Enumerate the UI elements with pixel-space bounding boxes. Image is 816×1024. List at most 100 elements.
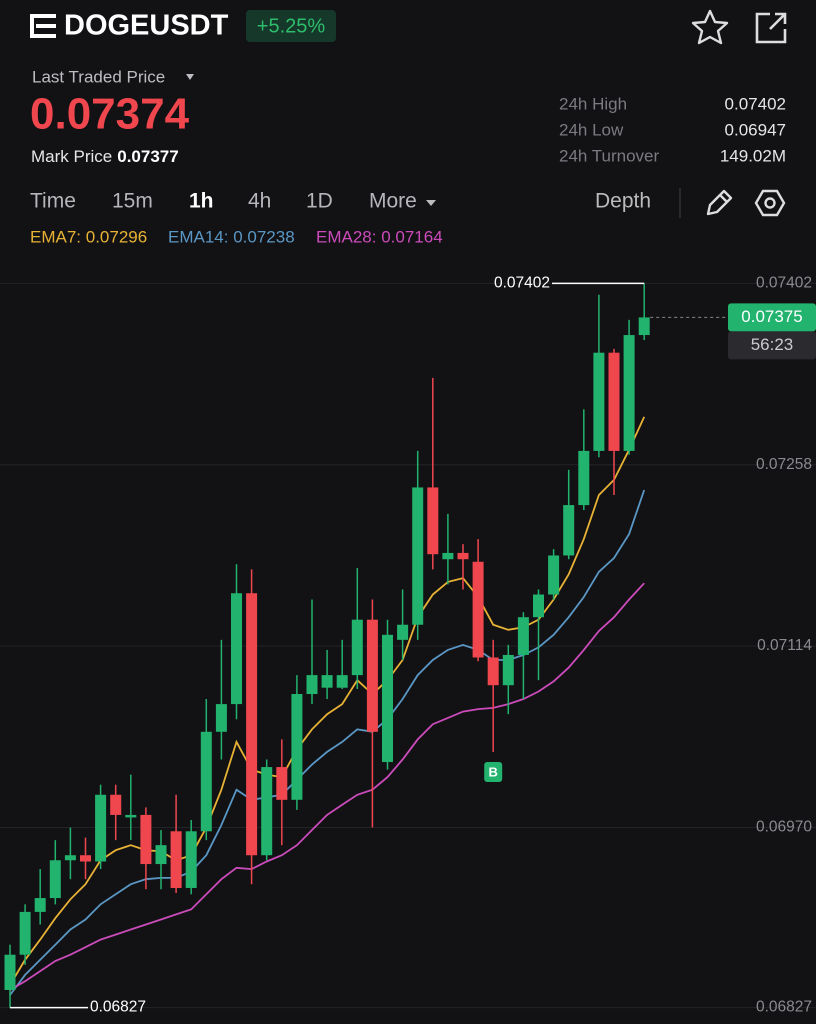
candle-body bbox=[291, 694, 303, 800]
mark-price-label: Mark Price bbox=[31, 147, 112, 166]
candle-body bbox=[200, 731, 212, 832]
interval-tab[interactable]: More bbox=[369, 190, 417, 213]
chart: 0.06827 0.06970 0.07114 0.07258 0.07402 0.074… bbox=[0, 275, 816, 1016]
mark-price-line: Mark Price 0.07377 bbox=[31, 147, 179, 166]
candle-body bbox=[170, 831, 182, 888]
candle-body bbox=[517, 617, 529, 655]
candle-body bbox=[427, 487, 439, 555]
interval-tab[interactable]: 1D bbox=[306, 190, 333, 213]
stat-value: 149.02M bbox=[720, 146, 786, 165]
stat-label: 24h Turnover bbox=[559, 146, 660, 165]
menu-logo[interactable] bbox=[30, 14, 56, 38]
candle-body bbox=[125, 814, 137, 818]
candle-body bbox=[261, 767, 273, 856]
ema-line bbox=[9, 582, 645, 991]
candle-body bbox=[563, 505, 575, 556]
candle-body bbox=[593, 352, 605, 451]
candle-body bbox=[548, 555, 560, 595]
candle-body bbox=[19, 911, 31, 955]
y-tick-label: 0.07114 bbox=[757, 637, 812, 654]
candle-body bbox=[95, 794, 107, 862]
interval-tab[interactable]: 4h bbox=[248, 190, 271, 213]
candle-body bbox=[502, 654, 514, 686]
candle-body bbox=[34, 898, 46, 912]
indicator-legend: EMA7: 0.07296 EMA14: 0.07238 EMA28: 0.0716… bbox=[30, 227, 443, 246]
price-label[interactable]: Last Traded Price bbox=[32, 67, 165, 86]
favorite-icon[interactable] bbox=[691, 9, 729, 45]
candle-body bbox=[397, 624, 409, 640]
share-arrow bbox=[769, 12, 787, 30]
interval-tabs: Time 15m 1h 4h 1D More bbox=[30, 190, 417, 213]
candle-body bbox=[215, 704, 227, 732]
last-price: 0.07374 bbox=[30, 90, 190, 139]
stats: 24h High 0.07402 24h Low 0.06947 24h Turnove… bbox=[559, 94, 786, 165]
candle-body bbox=[140, 814, 152, 865]
candle-body bbox=[306, 675, 318, 695]
candle-body bbox=[4, 954, 16, 990]
candle-body bbox=[246, 593, 258, 856]
candle-body bbox=[321, 675, 333, 688]
y-tick-label: 0.07258 bbox=[756, 456, 812, 473]
interval-tab[interactable]: 15m bbox=[112, 190, 153, 213]
logo-bar bbox=[30, 14, 34, 38]
logo-bar bbox=[36, 24, 56, 28]
min-price-label: 0.06827 bbox=[90, 999, 146, 1016]
y-tick-label: 0.06827 bbox=[756, 999, 812, 1016]
candle-body bbox=[487, 657, 499, 686]
candle-body bbox=[49, 860, 61, 899]
max-price-label: 0.07402 bbox=[494, 275, 550, 292]
y-tick-label: 0.06970 bbox=[756, 819, 812, 836]
trade-marker[interactable] bbox=[484, 761, 503, 782]
pencil bbox=[706, 189, 733, 216]
candle-body bbox=[80, 855, 91, 862]
stat-label: 24h Low bbox=[559, 120, 624, 139]
candle-body bbox=[231, 593, 242, 705]
trade-marker-label: B bbox=[489, 764, 498, 779]
candle-body bbox=[412, 487, 424, 625]
candle-body bbox=[155, 845, 167, 865]
gear-center bbox=[764, 197, 776, 209]
candle-body bbox=[351, 619, 363, 676]
candle-body bbox=[382, 634, 393, 763]
countdown: 56:23 bbox=[751, 335, 794, 354]
interval-tab[interactable]: Time bbox=[30, 190, 76, 213]
y-tick-label: 0.07402 bbox=[756, 275, 812, 292]
gear-outline bbox=[754, 189, 786, 217]
price-tag bbox=[728, 303, 816, 332]
countdown-box bbox=[728, 331, 816, 360]
draw-icon[interactable] bbox=[706, 189, 733, 216]
legend-entry: EMA28: 0.07164 bbox=[316, 227, 443, 246]
interval-tab[interactable]: 1h bbox=[189, 190, 214, 213]
candle-body bbox=[608, 352, 620, 451]
candle-body bbox=[623, 335, 635, 451]
share-box bbox=[755, 12, 787, 44]
current-price: 0.07375 bbox=[741, 307, 802, 326]
legend-entry: EMA7: 0.07296 bbox=[30, 227, 147, 246]
candle-body bbox=[185, 831, 197, 888]
candle-body bbox=[457, 552, 469, 560]
legend-entry: EMA14: 0.07238 bbox=[168, 227, 295, 246]
candle-body bbox=[276, 767, 288, 800]
change-badge bbox=[246, 10, 336, 42]
candle-body bbox=[366, 619, 378, 732]
logo-bar bbox=[30, 34, 56, 38]
candle-body bbox=[472, 561, 484, 658]
candle-body bbox=[110, 794, 122, 815]
share-icon[interactable] bbox=[755, 12, 787, 44]
settings-icon[interactable] bbox=[754, 189, 786, 217]
candle-body bbox=[533, 594, 544, 618]
stat-label: 24h High bbox=[559, 94, 627, 113]
logo-bar bbox=[30, 14, 56, 18]
symbol[interactable]: DOGEUSDT bbox=[64, 10, 229, 42]
dropdown-arrow[interactable] bbox=[186, 74, 194, 80]
stat-value: 0.06947 bbox=[725, 120, 786, 139]
mark-price: 0.07377 bbox=[117, 147, 178, 166]
more-arrow[interactable] bbox=[426, 200, 436, 206]
candle-body bbox=[578, 450, 590, 506]
candle-body bbox=[442, 552, 454, 560]
candle-body bbox=[638, 317, 650, 336]
depth-tab[interactable]: Depth bbox=[595, 190, 651, 213]
stat-value: 0.07402 bbox=[725, 94, 786, 113]
